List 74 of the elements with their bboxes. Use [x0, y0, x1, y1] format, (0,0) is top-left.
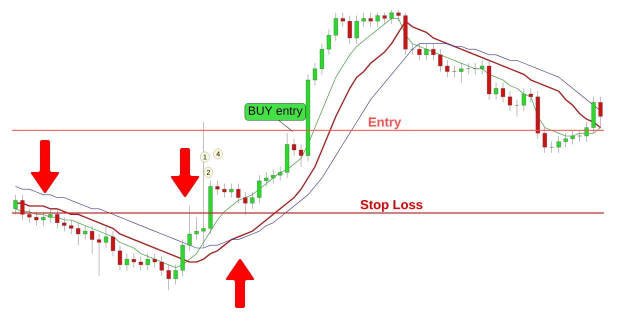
candlestick	[292, 138, 296, 156]
candlestick	[598, 96, 603, 128]
candlestick	[132, 253, 136, 268]
candlestick	[334, 12, 338, 42]
candlestick	[417, 43, 422, 61]
candlestick	[76, 222, 80, 246]
candlestick	[229, 183, 234, 198]
candlestick	[174, 264, 178, 285]
candlestick	[55, 208, 60, 229]
candlestick	[278, 166, 282, 182]
annotation: BUY entry	[248, 106, 303, 118]
candlestick	[264, 172, 268, 187]
candlestick	[62, 216, 66, 232]
candlestick	[188, 206, 192, 252]
candlestick	[508, 90, 512, 112]
candlestick	[194, 216, 199, 240]
candlestick	[236, 183, 240, 204]
candlestick	[152, 253, 157, 268]
candlestick	[326, 29, 331, 56]
candlestick	[257, 174, 262, 204]
candlestick	[445, 60, 450, 78]
candlestick	[528, 88, 533, 103]
ref-line-label: Entry	[368, 118, 402, 130]
candlestick	[20, 194, 25, 220]
candlestick	[146, 253, 150, 271]
candlestick	[556, 136, 561, 154]
candlestick	[396, 10, 401, 22]
candlestick	[376, 12, 380, 28]
candlestick	[160, 256, 164, 276]
candlestick	[578, 130, 582, 142]
candlestick	[348, 15, 352, 44]
candlestick	[138, 256, 143, 271]
candlestick	[312, 62, 318, 86]
candlestick	[41, 211, 46, 226]
candlestick	[564, 132, 568, 148]
candlestick	[118, 244, 122, 271]
candlestick	[222, 183, 227, 198]
candlestick	[271, 169, 276, 184]
candlestick	[13, 194, 18, 215]
candlestick	[27, 208, 32, 224]
candlestick	[215, 180, 220, 196]
candlestick	[368, 12, 373, 28]
candlestick	[459, 62, 464, 84]
candlestick	[431, 43, 436, 61]
candlestick	[69, 220, 74, 234]
candlestick	[250, 192, 254, 210]
candlestick	[34, 211, 38, 226]
candlestick	[340, 12, 345, 28]
candlestick	[382, 12, 387, 24]
candlestick	[83, 225, 88, 240]
candlestick	[104, 225, 108, 248]
candlestick	[243, 192, 248, 215]
candlestick	[522, 88, 526, 112]
candlestick	[166, 264, 171, 290]
candlestick	[494, 82, 498, 100]
candlestick	[584, 122, 589, 142]
candlestick	[298, 144, 304, 168]
candlestick	[438, 48, 442, 72]
candlestick	[424, 43, 428, 61]
ref-line-label: Stop Loss	[360, 200, 422, 212]
candlestick	[48, 208, 52, 224]
candlestick	[500, 82, 506, 103]
candlestick	[570, 130, 575, 145]
candlestick	[110, 230, 116, 257]
candlestick	[90, 225, 94, 254]
candlestick	[389, 10, 394, 24]
candlestick	[480, 60, 484, 75]
candlestick	[354, 15, 359, 44]
candlestick	[362, 12, 366, 28]
candlestick	[201, 122, 206, 248]
candlestick	[320, 43, 324, 75]
candlestick	[96, 234, 102, 276]
candlestick	[542, 127, 547, 154]
candlestick	[124, 253, 130, 271]
